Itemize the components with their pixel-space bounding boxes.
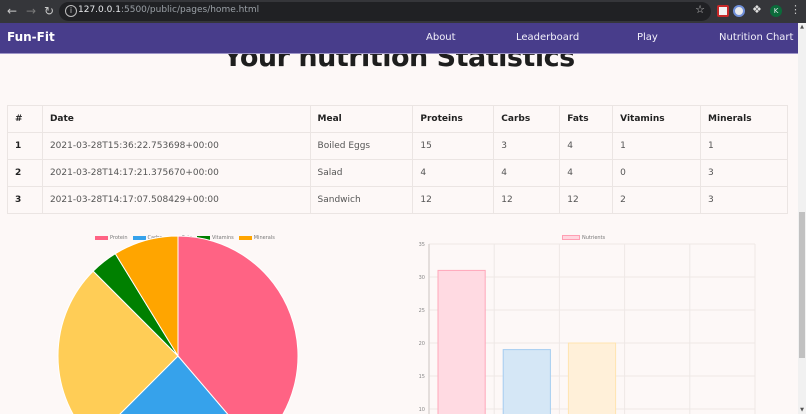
- cell-carbs: 12: [493, 186, 561, 214]
- legend-swatch: [238, 235, 252, 240]
- table-row: 2 2021-03-28T14:17:21.375670+00:00 Salad…: [7, 159, 788, 187]
- legend-item-nutrients[interactable]: Nutrients: [562, 235, 605, 241]
- extension-circle-icon[interactable]: [733, 5, 745, 17]
- legend-item-minerals[interactable]: Minerals: [238, 235, 275, 241]
- cell-carbs: 3: [493, 132, 561, 160]
- col-header-vitamins: Vitamins: [612, 105, 702, 133]
- table-row: 1 2021-03-28T15:36:22.753698+00:00 Boile…: [7, 132, 788, 160]
- extension-shield-icon[interactable]: [717, 5, 729, 17]
- cell-fats: 4: [559, 159, 614, 187]
- legend-swatch: [132, 235, 146, 240]
- legend-item-protein[interactable]: Protein: [95, 235, 128, 241]
- col-header-minerals: Minerals: [700, 105, 788, 133]
- cell-proteins: 4: [412, 159, 495, 187]
- nav-link-play[interactable]: Play: [637, 32, 658, 43]
- legend-item-vitamins[interactable]: Vitamins: [196, 235, 234, 241]
- profile-avatar[interactable]: K: [770, 5, 782, 17]
- legend-label: Protein: [110, 235, 128, 241]
- y-tick-label: 15: [419, 374, 425, 380]
- extensions-puzzle-icon[interactable]: ❖: [752, 3, 762, 16]
- y-tick-label: 25: [419, 308, 425, 314]
- legend-label: Nutrients: [582, 235, 606, 241]
- cell-date: 2021-03-28T15:36:22.753698+00:00: [41, 132, 311, 160]
- url-text: 127.0.0.1:5500/public/pages/home.html: [78, 5, 259, 15]
- browser-toolbar: ← → ↻ i 127.0.0.1:5500/public/pages/home…: [0, 0, 806, 23]
- url-path: :5500/public/pages/home.html: [120, 5, 260, 15]
- cell-proteins: 12: [412, 186, 495, 214]
- cell-minerals: 3: [700, 159, 788, 187]
- col-header-index: #: [7, 105, 43, 133]
- cell-vitamins: 2: [612, 186, 702, 214]
- y-tick-label: 35: [419, 242, 425, 248]
- cell-minerals: 3: [700, 186, 788, 214]
- bar-chart-canvas[interactable]: 35 30 25 20 15 10: [400, 230, 770, 414]
- info-icon[interactable]: i: [65, 5, 77, 17]
- legend-swatch: [562, 235, 580, 240]
- url-host: 127.0.0.1: [78, 5, 121, 15]
- col-header-carbs: Carbs: [493, 105, 561, 133]
- pie-slice-fats[interactable]: [57, 270, 179, 414]
- col-header-date: Date: [41, 105, 311, 133]
- bar-protein[interactable]: [437, 269, 486, 414]
- col-header-proteins: Proteins: [412, 105, 495, 133]
- nutrition-table: # Date Meal Proteins Carbs Fats Vitamins…: [7, 105, 788, 214]
- bar-chart[interactable]: Nutrients 35 30 25 20 15 10: [400, 230, 770, 414]
- bar-fats[interactable]: [567, 342, 617, 414]
- forward-arrow-icon[interactable]: →: [25, 4, 37, 18]
- browser-menu-icon[interactable]: ⋮: [790, 3, 801, 16]
- cell-fats: 12: [559, 186, 614, 214]
- scroll-up-arrow-icon[interactable]: ▲: [800, 24, 804, 30]
- back-arrow-icon[interactable]: ←: [6, 4, 18, 18]
- nav-link-about[interactable]: About: [426, 32, 456, 43]
- col-header-meal: Meal: [309, 105, 414, 133]
- page-scrollbar[interactable]: ▲ ▼: [798, 23, 806, 414]
- pie-slice-protein[interactable]: [177, 235, 299, 414]
- col-header-fats: Fats: [559, 105, 614, 133]
- cell-meal: Salad: [309, 159, 414, 187]
- bar-legend: Nutrients: [562, 235, 605, 241]
- cell-minerals: 1: [700, 132, 788, 160]
- scroll-down-arrow-icon[interactable]: ▼: [800, 407, 804, 413]
- cell-date: 2021-03-28T14:17:21.375670+00:00: [41, 159, 311, 187]
- nav-link-leaderboard[interactable]: Leaderboard: [516, 32, 580, 43]
- y-tick-label: 10: [419, 407, 425, 413]
- legend-label: Minerals: [253, 235, 275, 241]
- cell-vitamins: 1: [612, 132, 702, 160]
- pie-slice-carbs[interactable]: [93, 355, 256, 414]
- cell-index: 2: [7, 159, 43, 187]
- reload-icon[interactable]: ↻: [43, 4, 55, 18]
- cell-meal: Sandwich: [309, 186, 414, 214]
- address-bar[interactable]: i 127.0.0.1:5500/public/pages/home.html …: [59, 2, 711, 21]
- table-header-row: # Date Meal Proteins Carbs Fats Vitamins…: [7, 105, 788, 133]
- legend-swatch: [95, 235, 108, 240]
- scroll-thumb[interactable]: [799, 212, 805, 358]
- bar-carbs[interactable]: [502, 349, 551, 414]
- cell-carbs: 4: [493, 159, 561, 187]
- cell-index: 3: [7, 186, 43, 214]
- cell-meal: Boiled Eggs: [309, 132, 414, 160]
- nav-link-nutrition-chart[interactable]: Nutrition Chart: [719, 32, 794, 43]
- legend-swatch: [196, 235, 210, 240]
- table-row: 3 2021-03-28T14:17:07.508429+00:00 Sandw…: [7, 186, 788, 214]
- brand-logo[interactable]: Fun-Fit: [7, 30, 55, 44]
- pie-chart[interactable]: ProteinCarbsFatsVitaminsMinerals: [40, 230, 320, 414]
- pie-slice-minerals[interactable]: [114, 235, 179, 358]
- cell-index: 1: [7, 132, 43, 160]
- legend-label: Vitamins: [211, 235, 234, 241]
- cell-vitamins: 0: [612, 159, 702, 187]
- cell-date: 2021-03-28T14:17:07.508429+00:00: [41, 186, 311, 214]
- navbar: Fun-Fit About Leaderboard Play Nutrition…: [0, 23, 798, 54]
- pie-chart-canvas[interactable]: [40, 230, 320, 414]
- bookmark-star-icon[interactable]: ☆: [695, 3, 705, 16]
- cell-fats: 4: [559, 132, 614, 160]
- y-tick-label: 20: [419, 341, 425, 347]
- y-tick-label: 30: [419, 275, 425, 281]
- cell-proteins: 15: [412, 132, 495, 160]
